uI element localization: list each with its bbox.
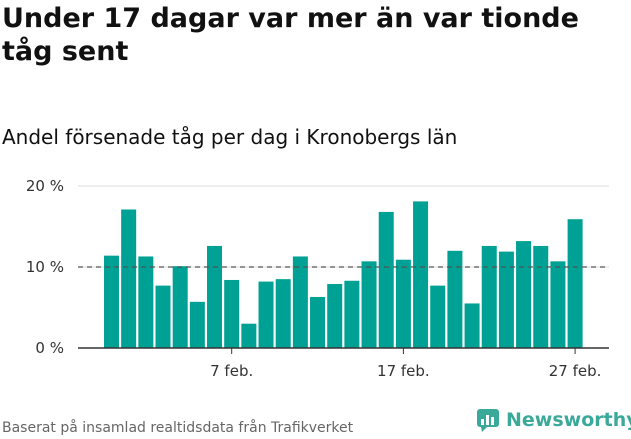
y-tick-label: 0 % xyxy=(35,339,64,357)
bar xyxy=(361,261,377,348)
brand-logo[interactable]: Newsworthy xyxy=(476,408,631,432)
bar xyxy=(292,256,308,348)
bar xyxy=(498,251,514,348)
bar xyxy=(207,245,223,348)
bar xyxy=(344,280,360,348)
bar xyxy=(447,250,463,348)
bar xyxy=(104,255,119,348)
source-note: Baserat på insamlad realtidsdata från Tr… xyxy=(2,420,354,436)
bar xyxy=(413,201,429,348)
bars xyxy=(104,201,583,348)
bar xyxy=(241,323,257,348)
newsworthy-logo-icon xyxy=(477,409,499,432)
bar xyxy=(430,285,446,348)
bar xyxy=(258,281,274,348)
bar xyxy=(464,303,480,348)
x-tick-label: 17 feb. xyxy=(377,362,430,380)
bar xyxy=(533,245,549,348)
bar xyxy=(275,279,291,348)
bar xyxy=(516,241,532,348)
bar-chart: 0 % 10 % 20 % 7 feb. 17 feb. 27 feb. xyxy=(26,177,609,380)
chart-title: Under 17 dagar var mer än var tionde tåg… xyxy=(2,3,579,67)
bar xyxy=(567,219,583,348)
bar xyxy=(395,259,411,348)
x-tick-label: 7 feb. xyxy=(210,362,253,380)
chart-subtitle: Andel försenade tåg per dag i Kronobergs… xyxy=(2,125,458,149)
bar xyxy=(172,266,188,348)
y-tick-label: 20 % xyxy=(26,177,64,195)
y-tick-label: 10 % xyxy=(26,258,64,276)
bar xyxy=(550,261,566,348)
bar xyxy=(121,209,137,348)
bar xyxy=(189,301,205,348)
bar xyxy=(481,245,497,348)
bar xyxy=(155,285,171,348)
axes: 0 % 10 % 20 % 7 feb. 17 feb. 27 feb. xyxy=(26,177,609,380)
bar xyxy=(327,284,343,348)
bar xyxy=(310,296,326,348)
brand-name: Newsworthy xyxy=(506,409,631,431)
x-tick-label: 27 feb. xyxy=(549,362,602,380)
bar xyxy=(224,279,240,348)
bar xyxy=(138,256,154,348)
bar xyxy=(378,211,394,348)
